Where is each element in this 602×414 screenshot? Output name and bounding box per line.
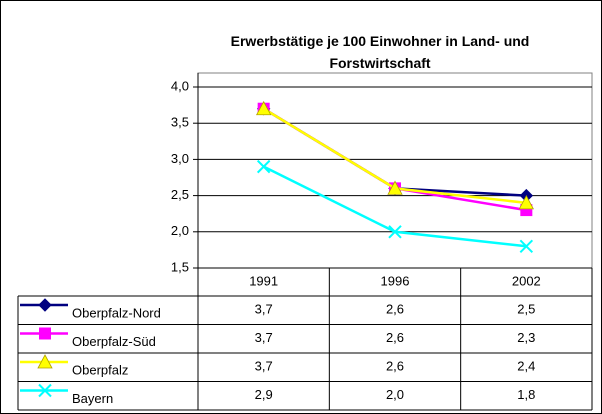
data-point (388, 225, 402, 239)
y-tick-label: 3,5 (171, 115, 189, 130)
table-value: 2,3 (517, 330, 535, 345)
data-point (387, 180, 403, 195)
data-point (518, 194, 535, 210)
y-tick-label: 1,5 (171, 259, 189, 274)
y-tick-label: 3,0 (171, 151, 189, 166)
table-value: 2,6 (386, 359, 404, 374)
table-value: 2,6 (386, 330, 404, 345)
legend-marker (38, 383, 52, 398)
data-point (255, 100, 272, 116)
legend-marker (37, 354, 53, 369)
table-value: 3,7 (255, 330, 273, 345)
table-value: 2,9 (255, 387, 273, 402)
y-tick-label: 2,0 (171, 223, 189, 238)
y-tick-label: 2,5 (171, 187, 189, 202)
data-point (519, 239, 534, 253)
chart-title: Erwerbstätige je 100 Einwohner in Land- … (230, 33, 530, 71)
table-value: 3,7 (255, 359, 273, 374)
table-value: 2,4 (517, 359, 535, 374)
legend-label: Oberpfalz-Süd (72, 334, 156, 349)
table-value: 3,7 (255, 302, 273, 317)
data-point (256, 159, 271, 174)
legend-marker (39, 327, 51, 340)
x-tick-label: 1996 (381, 273, 410, 288)
table-value: 2,0 (386, 387, 404, 402)
plot-area (197, 72, 593, 269)
legend-marker (38, 298, 52, 312)
table-value: 1,8 (517, 387, 535, 402)
legend-label: Bayern (72, 391, 113, 406)
table-value: 2,6 (386, 302, 404, 317)
x-tick-label: 2002 (512, 273, 541, 288)
y-tick-label: 4,0 (171, 78, 189, 93)
table-value: 2,5 (517, 302, 535, 317)
legend-label: Oberpfalz (72, 363, 128, 378)
legend-label: Oberpfalz-Nord (72, 306, 161, 321)
x-tick-label: 1991 (249, 273, 278, 288)
